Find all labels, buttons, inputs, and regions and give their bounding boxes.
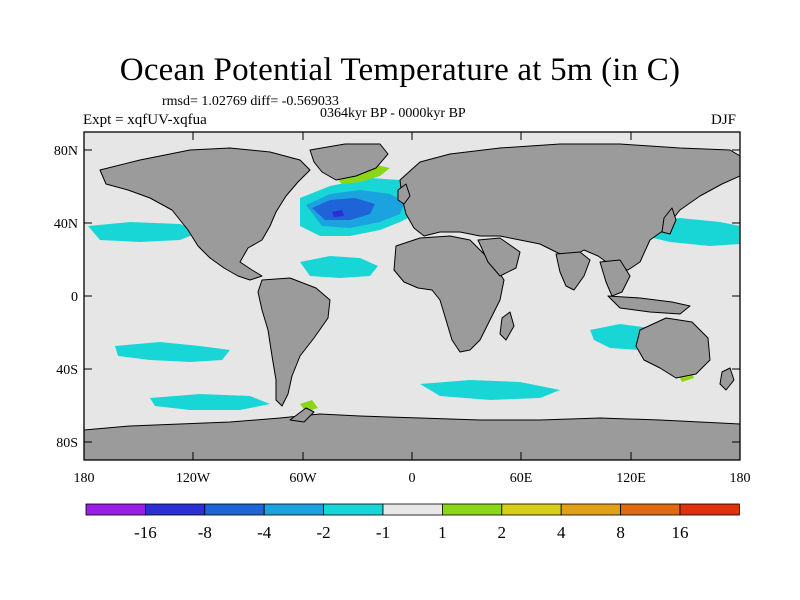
colorbar-label-minus16: -16 <box>134 523 157 542</box>
land-indonesia <box>607 295 691 315</box>
stats-text: rmsd= 1.02769 diff= -0.569033 <box>162 94 339 109</box>
season-text: DJF <box>711 112 737 128</box>
land-antarctica <box>84 413 740 460</box>
colorbar-label-4: 4 <box>557 523 566 542</box>
anomaly-north-atlantic-darkblue <box>332 210 344 217</box>
land-arabia <box>477 237 521 277</box>
colorbar-label-minus4: -4 <box>257 523 272 542</box>
lon-label-120w: 120W <box>176 471 211 486</box>
lat-label-80n: 80N <box>54 144 78 159</box>
anomaly-patches <box>88 164 740 412</box>
land-antarctic-peninsula <box>289 407 315 423</box>
anomaly-tropical-atlantic <box>300 256 378 278</box>
map-title: Ocean Potential Temperature at 5m (in C) <box>119 52 681 88</box>
land-eurasia <box>399 143 740 271</box>
land-africa <box>393 235 505 353</box>
period-text: 0364kyr BP - 0000kyr BP <box>320 106 466 121</box>
colorbar-box-1 <box>85 503 146 516</box>
colorbar-label-8: 8 <box>616 523 625 542</box>
anomaly-north-pacific-east <box>88 222 200 242</box>
anomaly-greenland-sea-green <box>336 164 390 184</box>
colorbar-label-minus8: -8 <box>198 523 212 542</box>
colorbar-box-11 <box>679 503 740 516</box>
colorbar-box-10 <box>620 503 681 516</box>
colorbar-label-1: 1 <box>438 523 447 542</box>
lon-label-120e: 120E <box>616 471 646 486</box>
colorbar-box-4 <box>263 503 325 516</box>
land-se-asia <box>599 259 631 297</box>
lat-ticks <box>84 149 740 443</box>
colorbar-box-9 <box>560 503 622 516</box>
colorbar-box-2 <box>144 503 206 516</box>
colorbar <box>85 503 740 516</box>
colorbar-label-16: 16 <box>672 523 689 542</box>
colorbar-label-minus2: -2 <box>317 523 331 542</box>
lon-label-180e: 180 <box>730 471 751 486</box>
land-north-america <box>99 147 311 281</box>
lon-label-180w: 180 <box>74 471 95 486</box>
colorbar-box-8 <box>501 503 562 516</box>
land-masses <box>84 143 740 460</box>
land-south-america <box>257 277 331 407</box>
experiment-text: Expt = xqfUV-xqfua <box>83 112 207 128</box>
colorbar-box-7 <box>441 503 503 516</box>
land-uk <box>397 183 411 205</box>
lon-label-60e: 60E <box>510 471 533 486</box>
land-madagascar <box>499 311 515 341</box>
lat-label-0: 0 <box>71 290 78 305</box>
lon-label-60w: 60W <box>289 471 317 486</box>
colorbar-label-2: 2 <box>498 523 507 542</box>
colorbar-box-6 <box>382 503 443 516</box>
land-japan <box>661 207 677 235</box>
lat-label-40s: 40S <box>56 363 78 378</box>
anomaly-southern-ocean-east <box>420 380 560 400</box>
land-new-zealand <box>719 367 735 391</box>
anomaly-north-atlantic-blue <box>312 198 375 220</box>
colorbar-box-3 <box>204 503 265 516</box>
lat-label-80s: 80S <box>56 436 78 451</box>
lon-label-0: 0 <box>409 471 416 486</box>
colorbar-label-minus1: -1 <box>376 523 390 542</box>
anomaly-southern-ocean-west <box>150 394 270 410</box>
land-greenland <box>309 143 389 181</box>
lat-label-40n: 40N <box>54 217 78 232</box>
lon-ticks <box>83 132 741 460</box>
land-australia <box>635 317 711 379</box>
land-india <box>555 251 591 291</box>
anomaly-south-pacific <box>115 342 230 362</box>
colorbar-box-5 <box>323 503 384 516</box>
